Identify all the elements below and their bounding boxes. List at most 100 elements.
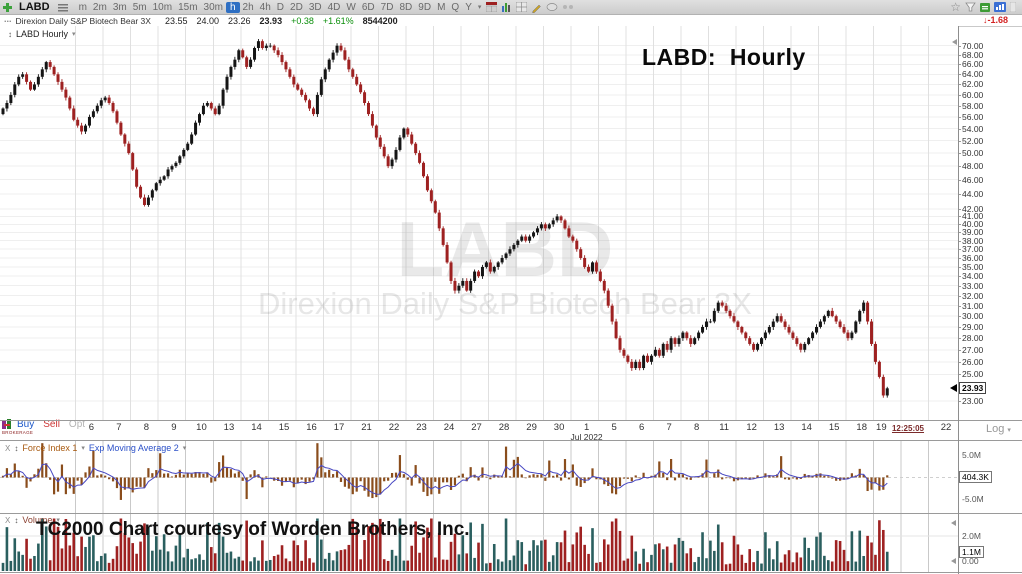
timeframe-30m[interactable]: 30m (203, 1, 223, 13)
pane-divider[interactable] (0, 440, 1022, 441)
pane-divider[interactable] (0, 572, 1022, 573)
timeframe-15m[interactable]: 15m (178, 1, 198, 13)
axis-tick (958, 374, 961, 376)
timeframe-h[interactable]: h (225, 1, 240, 13)
timeframe-m[interactable]: m (78, 1, 87, 13)
quote-change: +0.38 (291, 15, 314, 26)
down-arrow-icon: ↓ (982, 15, 988, 25)
pane-resize-icon[interactable]: ↕ (14, 443, 19, 453)
date-label: 15 (278, 422, 290, 433)
timeframe-9D[interactable]: 9D (418, 1, 432, 13)
timeframe-Q[interactable]: Q (451, 1, 460, 13)
table-columns-icon[interactable] (486, 2, 498, 12)
grid-layout-icon[interactable] (516, 2, 528, 12)
pane-divider[interactable] (0, 513, 1022, 514)
volume-pane[interactable] (0, 514, 958, 572)
timeframe-5m[interactable]: 5m (132, 1, 147, 13)
link-dots-icon[interactable] (562, 3, 574, 11)
date-label: 8 (693, 422, 700, 433)
axis-tick (958, 240, 961, 242)
timeframe-Y[interactable]: Y (465, 1, 472, 13)
price-axis-label: 26.00 (962, 356, 984, 367)
price-axis-label: 39.00 (962, 227, 984, 238)
price-axis-label: 54.00 (962, 123, 984, 134)
timeframe-2m[interactable]: 2m (92, 1, 107, 13)
timeframe-3D[interactable]: 3D (308, 1, 322, 13)
pane-divider[interactable] (0, 420, 1022, 421)
menu-icon[interactable] (57, 3, 68, 12)
date-label: 21 (361, 422, 372, 433)
timeframe-dropdown-caret[interactable]: ▾ (477, 4, 482, 11)
price-axis-label: 50.00 (962, 148, 984, 159)
pencil-icon[interactable] (531, 2, 542, 13)
chevron-down-icon[interactable]: ▾ (72, 31, 76, 38)
pane-resize-icon[interactable]: ↕ (8, 29, 12, 39)
timeframe-3m[interactable]: 3m (112, 1, 127, 13)
axis-tick (958, 105, 961, 107)
axis-tick (958, 266, 961, 268)
date-label: 8 (143, 422, 150, 433)
timeframe-2h[interactable]: 2h (242, 1, 254, 13)
axis-tick (958, 45, 961, 47)
volume-axis-bottom: 0.00 (962, 556, 979, 566)
axis-tick (958, 276, 961, 278)
timeframe-4h[interactable]: 4h (259, 1, 271, 13)
ema-label[interactable]: Exp Moving Average 2 (88, 443, 179, 453)
main-pane-label[interactable]: LABD Hourly (16, 29, 69, 39)
price-axis-label: 68.00 (962, 49, 984, 60)
close-pane-icon[interactable]: X (5, 443, 11, 453)
volume-label[interactable]: Volume (22, 515, 53, 525)
price-axis-label: 44.00 (962, 188, 984, 199)
sell-button[interactable]: Sell (43, 419, 60, 430)
broker-badge-icon[interactable] (980, 2, 990, 12)
symbol-label[interactable]: LABD (19, 1, 50, 13)
axis-tick (958, 153, 961, 155)
timeframe-7D[interactable]: 7D (380, 1, 394, 13)
filter-funnel-icon[interactable] (965, 2, 976, 12)
price-axis-border (958, 26, 959, 574)
date-label: 19 (876, 422, 887, 433)
price-axis-label: 23.00 (962, 395, 984, 406)
date-label: 6 (638, 422, 645, 433)
timeframe-W[interactable]: W (346, 1, 356, 13)
timeframe-8D[interactable]: 8D (399, 1, 413, 13)
date-label: 28 (498, 422, 510, 433)
chevron-down-icon[interactable]: ▾ (182, 445, 187, 452)
favorite-star-icon[interactable]: ☆ (950, 0, 961, 14)
timeframe-2D[interactable]: 2D (290, 1, 303, 13)
buy-button[interactable]: Buy (17, 419, 35, 430)
force-axis-bottom: -5.0M (962, 494, 984, 504)
date-label: 5 (611, 422, 617, 433)
timeframe-D[interactable]: D (276, 1, 285, 13)
date-label: 7 (116, 422, 122, 433)
quote-menu-dots[interactable]: ... (4, 14, 12, 24)
right-change-badge: ↓-1.68 (982, 15, 1008, 25)
chevron-down-icon[interactable]: ▾ (56, 517, 60, 524)
opt-button[interactable]: Opt (68, 419, 86, 430)
price-axis-label: 31.00 (962, 300, 984, 311)
price-axis-label: 70.00 (962, 40, 984, 51)
close-pane-icon[interactable]: X (5, 515, 11, 525)
timeframe-M[interactable]: M (437, 1, 446, 13)
pane-resize-icon[interactable]: ↕ (14, 515, 19, 525)
force-index-pane[interactable] (0, 441, 958, 514)
price-axis-label: 35.00 (962, 261, 984, 272)
eraser-icon[interactable] (546, 2, 558, 12)
timeframe-4D[interactable]: 4D (327, 1, 341, 13)
axis-tick (958, 140, 961, 142)
timeframe-10m[interactable]: 10m (152, 1, 173, 13)
timeframe-6D[interactable]: 6D (361, 1, 375, 13)
volume-last-box: 1.1M (959, 546, 984, 558)
chevron-down-icon[interactable]: ▾ (81, 445, 85, 452)
chart-type-icon[interactable] (501, 2, 512, 12)
scale-selector[interactable]: Log ▾ (986, 423, 1011, 435)
add-symbol-icon[interactable] (2, 2, 13, 13)
axis-tick (958, 232, 961, 234)
date-label: 17 (333, 422, 345, 433)
force-index-label[interactable]: Force Index 1 (22, 443, 78, 453)
broker-logo-icon[interactable] (2, 419, 12, 429)
clipped-edge-icon (1010, 2, 1016, 12)
share-badge-icon[interactable] (994, 2, 1006, 12)
axis-tick (958, 349, 961, 351)
